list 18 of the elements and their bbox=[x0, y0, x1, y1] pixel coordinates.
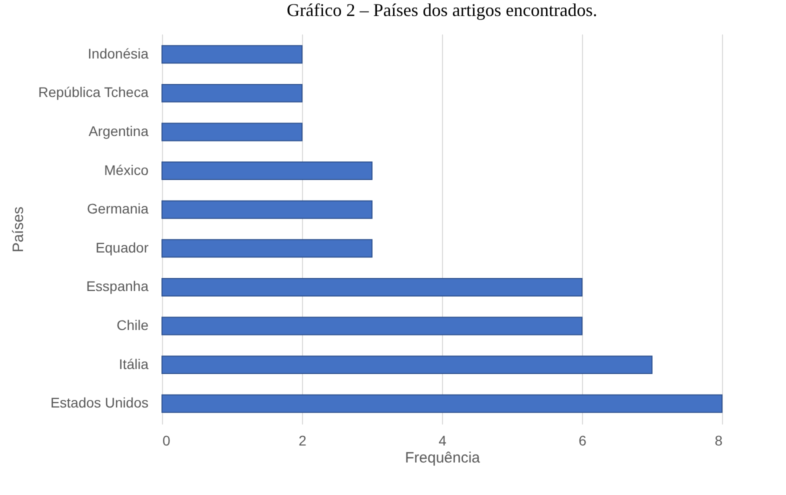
y-tick-label: Estados Unidos bbox=[50, 394, 148, 411]
x-tick-label: 0 bbox=[162, 432, 170, 448]
y-tick-label: Chile bbox=[116, 317, 149, 334]
x-tick-label: 2 bbox=[298, 432, 307, 448]
y-tick-label: Germania bbox=[87, 200, 149, 217]
y-tick-label: Indonésia bbox=[88, 45, 149, 62]
y-tick-label: Itália bbox=[118, 356, 149, 372]
y-tick-label: Equador bbox=[96, 239, 149, 256]
x-axis-title: Frequência bbox=[404, 450, 481, 466]
x-tick-label: 6 bbox=[578, 432, 587, 448]
chart-title: Gráfico 2 – Países dos artigos encontrados. bbox=[286, 0, 598, 20]
y-tick-label: Esspanha bbox=[86, 278, 149, 294]
x-tick-label: 8 bbox=[714, 432, 723, 448]
x-tick-label: 4 bbox=[438, 432, 447, 448]
y-tick-label: República Tcheca bbox=[38, 84, 149, 100]
y-axis-title: Países bbox=[10, 206, 27, 252]
y-tick-label: Argentina bbox=[88, 122, 149, 139]
y-tick-label: México bbox=[104, 162, 149, 178]
